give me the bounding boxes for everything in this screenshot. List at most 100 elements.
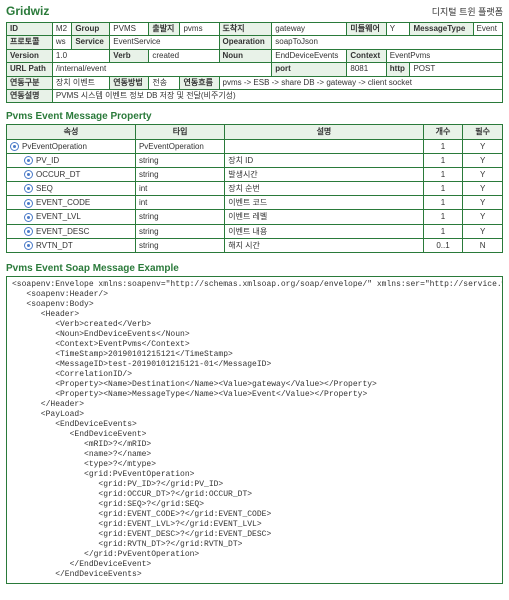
desc-value: PVMS 시스템 이벤트 정보 DB 저장 및 전달(비주기성) (52, 89, 502, 102)
xml-example: <soapenv:Envelope xmlns:soapenv="http://… (6, 276, 503, 584)
bullet-icon (24, 184, 33, 193)
bullet-icon (24, 170, 33, 179)
meta-row: Version 1.0 Verb created Noun EndDeviceE… (7, 49, 503, 62)
props-header-row: 속성 타입 설명 개수 필수 (7, 125, 503, 139)
proto-value: ws (52, 36, 71, 49)
meta-row: 연동구분 장치 이벤트 연동방법 전송 연동흐름 pvms -> ESB -> … (7, 76, 503, 89)
bullet-icon (24, 156, 33, 165)
logo: Gridwiz (6, 4, 49, 18)
col-type: 타입 (135, 125, 224, 139)
svc-label: Service (72, 36, 110, 49)
desc-cell (225, 139, 423, 153)
type-cell: string (135, 238, 224, 252)
count-cell: 0..1 (423, 238, 463, 252)
src-value: pvms (180, 23, 219, 36)
mt-value: Event (473, 23, 503, 36)
table-row: RVTN_DTstring해지 시간0..1N (7, 238, 503, 252)
meta-table: ID M2 Group PVMS 출발지 pvms 도착지 gateway 미들… (6, 22, 503, 103)
req-cell: Y (463, 196, 503, 210)
attr-cell: SEQ (7, 182, 136, 196)
col-desc: 설명 (225, 125, 423, 139)
bullet-icon (24, 241, 33, 250)
op-value: soapToJson (272, 36, 503, 49)
req-cell: Y (463, 224, 503, 238)
type-cell: int (135, 182, 224, 196)
id-value: M2 (52, 23, 71, 36)
type-cell: string (135, 224, 224, 238)
id-label: ID (7, 23, 53, 36)
noun-value: EndDeviceEvents (272, 49, 347, 62)
svc-value: EventService (110, 36, 219, 49)
ver-label: Version (7, 49, 53, 62)
bullet-icon (24, 213, 33, 222)
count-cell: 1 (423, 182, 463, 196)
req-cell: Y (463, 139, 503, 153)
attr-name: PvEventOperation (22, 142, 87, 151)
desc-cell: 장치 ID (225, 153, 423, 167)
col-count: 개수 (423, 125, 463, 139)
attr-name: EVENT_CODE (36, 198, 90, 207)
attr-cell: EVENT_DESC (7, 224, 136, 238)
header-bar: Gridwiz 디지털 트윈 플랫폼 (6, 4, 503, 18)
bullet-icon (24, 199, 33, 208)
count-cell: 1 (423, 210, 463, 224)
req-cell: Y (463, 210, 503, 224)
desc-cell: 장치 순번 (225, 182, 423, 196)
attr-cell: EVENT_LVL (7, 210, 136, 224)
table-row: PV_IDstring장치 ID1Y (7, 153, 503, 167)
desc-cell: 이벤트 내용 (225, 224, 423, 238)
col-attr: 속성 (7, 125, 136, 139)
count-cell: 1 (423, 139, 463, 153)
bullet-icon (24, 227, 33, 236)
col-req: 필수 (463, 125, 503, 139)
method-value: 전송 (149, 76, 180, 89)
kind-value: 장치 이벤트 (52, 76, 109, 89)
method-label: 연동방법 (110, 76, 149, 89)
attr-cell: RVTN_DT (7, 238, 136, 252)
attr-name: RVTN_DT (36, 241, 73, 250)
attr-name: EVENT_LVL (36, 212, 81, 221)
bullet-icon (10, 142, 19, 151)
attr-name: PV_ID (36, 156, 59, 165)
ver-value: 1.0 (52, 49, 109, 62)
mw-value: Y (386, 23, 410, 36)
verb-value: created (149, 49, 219, 62)
dst-value: gateway (272, 23, 347, 36)
count-cell: 1 (423, 153, 463, 167)
attr-cell: PV_ID (7, 153, 136, 167)
src-label: 출발지 (149, 23, 180, 36)
table-row: EVENT_DESCstring이벤트 내용1Y (7, 224, 503, 238)
req-cell: Y (463, 167, 503, 181)
desc-cell: 발생시간 (225, 167, 423, 181)
table-row: EVENT_LVLstring이벤트 레벨1Y (7, 210, 503, 224)
flow-label: 연동흐름 (180, 76, 219, 89)
dst-label: 도착지 (219, 23, 272, 36)
desc-cell: 이벤트 코드 (225, 196, 423, 210)
meta-row: URL Path /internal/event port 8081 http … (7, 63, 503, 76)
port-label: port (272, 63, 347, 76)
url-label: URL Path (7, 63, 53, 76)
attr-name: OCCUR_DT (36, 170, 80, 179)
attr-cell: EVENT_CODE (7, 196, 136, 210)
noun-label: Noun (219, 49, 272, 62)
table-row: PvEventOperation PvEventOperation 1Y (7, 139, 503, 153)
meta-row: 연동설명 PVMS 시스템 이벤트 정보 DB 저장 및 전달(비주기성) (7, 89, 503, 102)
meta-row: ID M2 Group PVMS 출발지 pvms 도착지 gateway 미들… (7, 23, 503, 36)
count-cell: 1 (423, 167, 463, 181)
count-cell: 1 (423, 196, 463, 210)
count-cell: 1 (423, 224, 463, 238)
verb-label: Verb (110, 49, 149, 62)
http-label: http (386, 63, 410, 76)
url-value: /internal/event (52, 63, 271, 76)
desc-label: 연동설명 (7, 89, 53, 102)
op-label: Opearation (219, 36, 272, 49)
mw-label: 미들웨어 (347, 23, 386, 36)
ctx-label: Context (347, 49, 386, 62)
type-cell: PvEventOperation (135, 139, 224, 153)
attr-cell: OCCUR_DT (7, 167, 136, 181)
req-cell: Y (463, 153, 503, 167)
group-label: Group (72, 23, 110, 36)
mt-label: MessageType (410, 23, 473, 36)
desc-cell: 이벤트 레벨 (225, 210, 423, 224)
desc-cell: 해지 시간 (225, 238, 423, 252)
